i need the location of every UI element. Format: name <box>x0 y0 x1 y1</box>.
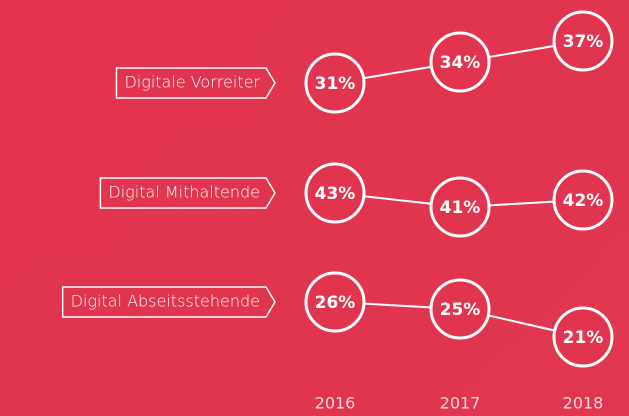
point <box>304 162 366 224</box>
value-label: 21% <box>563 328 604 348</box>
x-tick-label: 2018 <box>563 394 604 413</box>
value-label: 34% <box>440 53 481 73</box>
x-tick-label: 2016 <box>315 394 356 413</box>
series-label: Digital Abseitsstehende <box>71 292 260 311</box>
series-label: Digitale Vorreiter <box>124 73 260 92</box>
series-label: Digital Mithaltende <box>108 183 260 202</box>
label-box <box>115 67 276 99</box>
point <box>429 278 491 340</box>
value-label: 41% <box>440 198 481 218</box>
value-label: 26% <box>315 293 356 313</box>
value-label: 43% <box>315 184 356 204</box>
x-tick-label: 2017 <box>440 394 481 413</box>
point <box>304 52 366 114</box>
value-label: 25% <box>440 300 481 320</box>
value-label: 37% <box>563 32 604 52</box>
point <box>552 169 614 231</box>
point <box>552 10 614 72</box>
point <box>429 176 491 238</box>
point <box>429 31 491 93</box>
label-box <box>61 286 276 318</box>
point <box>552 306 614 368</box>
value-label: 31% <box>315 74 356 94</box>
point <box>304 271 366 333</box>
label-box <box>99 177 276 209</box>
value-label: 42% <box>563 191 604 211</box>
